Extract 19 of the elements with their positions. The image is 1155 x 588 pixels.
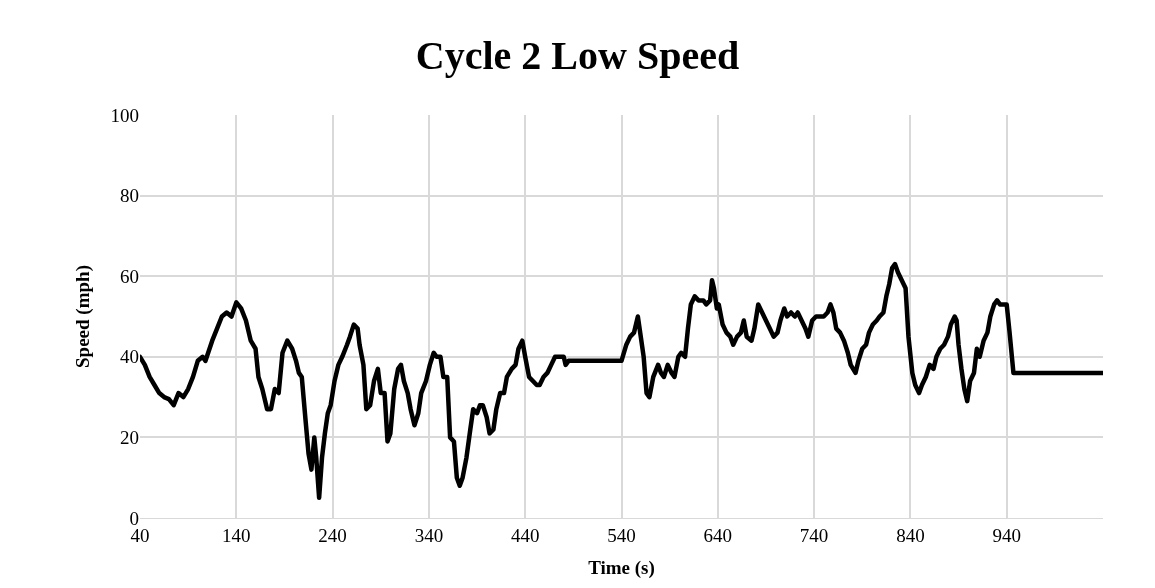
y-tick-label: 60 — [120, 265, 139, 287]
chart-title: Cycle 2 Low Speed — [415, 33, 740, 79]
y-tick-label: 20 — [120, 427, 139, 449]
x-tick-label: 340 — [414, 524, 444, 546]
x-tick-label: 940 — [992, 524, 1021, 546]
y-tick-label: 100 — [110, 104, 139, 126]
x-tick-label: 740 — [799, 524, 829, 546]
x-tick-label: 640 — [703, 524, 733, 546]
x-axis-title: Time (s) — [588, 556, 655, 579]
x-tick-label: 440 — [510, 524, 540, 546]
x-tick-label: 540 — [607, 524, 636, 546]
y-tick-label: 40 — [120, 346, 139, 368]
x-tick-label: 840 — [896, 524, 925, 546]
x-tick-label: 140 — [222, 524, 251, 546]
y-tick-label: 80 — [120, 185, 139, 207]
y-tick-label: 0 — [129, 507, 139, 529]
line-series — [140, 261, 1103, 501]
x-tick-label: 240 — [318, 524, 347, 546]
y-axis-title: Speed (mph) — [72, 265, 95, 368]
